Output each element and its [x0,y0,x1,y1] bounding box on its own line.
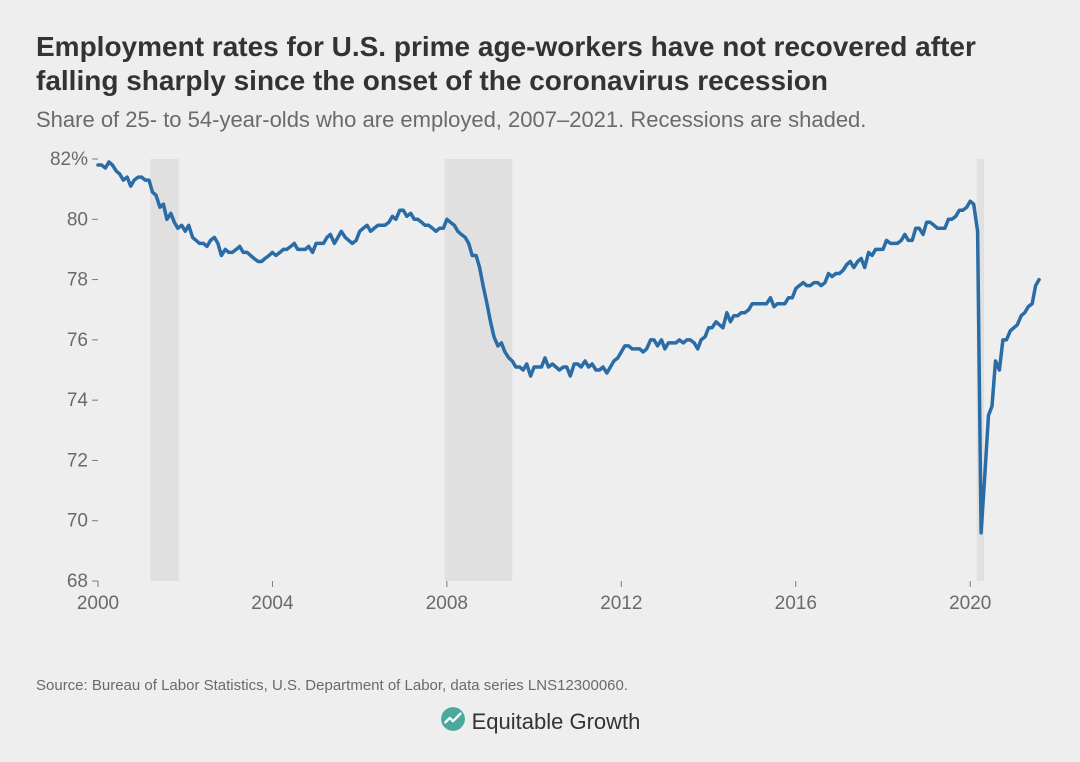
x-tick-label: 2020 [949,593,991,614]
x-tick-label: 2008 [426,593,468,614]
brand-logo-icon [440,706,466,738]
chart-source: Source: Bureau of Labor Statistics, U.S.… [36,677,1044,694]
y-tick-label: 70 [67,511,88,532]
x-tick-label: 2000 [77,593,119,614]
y-tick-label: 72 [67,451,88,472]
x-tick-label: 2012 [600,593,642,614]
y-tick-label: 76 [67,330,88,351]
x-tick-label: 2004 [251,593,294,614]
employment-rate-chart: 68 70 72 74 76 78 80 82% 2000 2004 2008 2012 2016 202… [36,151,1044,651]
x-tick-label: 2016 [775,593,817,614]
chart-svg: 68 70 72 74 76 78 80 82% 2000 2004 2008 2012 2016 202… [36,151,1044,651]
recession-shade [445,159,513,581]
chart-title: Employment rates for U.S. prime age-work… [36,30,1044,97]
y-tick-label: 74 [67,390,89,411]
y-tick-label: 68 [67,571,88,592]
employment-line [98,162,1039,533]
brand-name: Equitable Growth [472,709,641,735]
y-tick-label: 78 [67,270,88,291]
brand-footer: Equitable Growth [0,706,1080,738]
chart-subtitle: Share of 25- to 54-year-olds who are emp… [36,107,1044,133]
y-tick-label: 80 [67,209,88,230]
y-tick-label: 82% [50,151,88,170]
